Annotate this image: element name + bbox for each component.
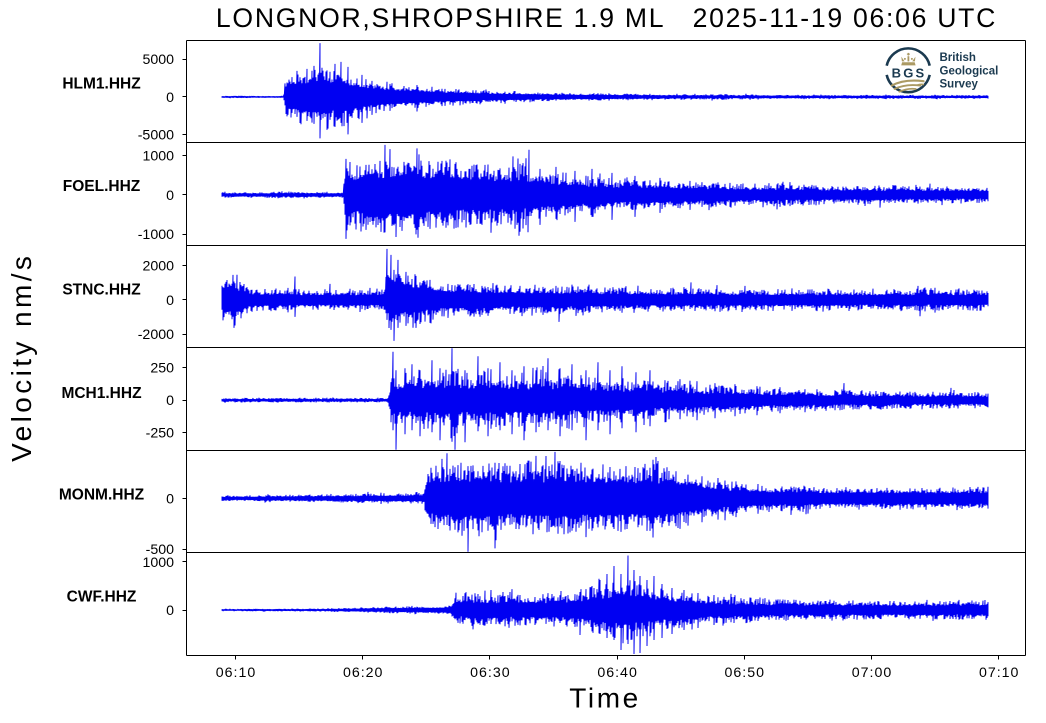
svg-text:LONGNOR,SHROPSHIRE 1.9 ML 20: LONGNOR,SHROPSHIRE 1.9 ML 2025-11-19 06:… xyxy=(216,3,997,33)
svg-text:MONM.HHZ: MONM.HHZ xyxy=(59,487,145,504)
svg-text:0: 0 xyxy=(166,293,174,309)
svg-text:HLM1.HHZ: HLM1.HHZ xyxy=(62,76,141,93)
svg-text:1000: 1000 xyxy=(142,555,174,571)
svg-text:FOEL.HHZ: FOEL.HHZ xyxy=(63,178,141,195)
svg-text:0: 0 xyxy=(166,603,174,619)
svg-text:1000: 1000 xyxy=(142,149,174,165)
svg-text:-500: -500 xyxy=(146,542,175,558)
svg-text:06:10: 06:10 xyxy=(216,665,257,681)
svg-text:MCH1.HHZ: MCH1.HHZ xyxy=(61,385,142,402)
svg-text:Geological: Geological xyxy=(940,65,999,77)
svg-text:0: 0 xyxy=(166,90,174,106)
svg-text:Velocity nm/s: Velocity nm/s xyxy=(6,253,37,462)
svg-text:06:40: 06:40 xyxy=(597,665,638,681)
svg-text:06:50: 06:50 xyxy=(725,665,766,681)
svg-text:Time: Time xyxy=(569,683,641,714)
svg-text:BGS: BGS xyxy=(892,65,927,80)
svg-text:06:30: 06:30 xyxy=(470,665,511,681)
svg-text:07:10: 07:10 xyxy=(979,665,1020,681)
svg-text:British: British xyxy=(940,52,976,64)
svg-text:-2000: -2000 xyxy=(138,327,174,343)
svg-text:0: 0 xyxy=(166,393,174,409)
svg-text:-250: -250 xyxy=(146,426,175,442)
svg-text:0: 0 xyxy=(166,188,174,204)
svg-text:STNC.HHZ: STNC.HHZ xyxy=(62,282,141,299)
svg-text:5000: 5000 xyxy=(142,52,174,68)
svg-text:06:20: 06:20 xyxy=(343,665,384,681)
svg-text:0: 0 xyxy=(166,491,174,507)
svg-text:2000: 2000 xyxy=(142,259,174,275)
svg-text:250: 250 xyxy=(150,361,174,377)
svg-text:-1000: -1000 xyxy=(138,227,174,243)
svg-text:CWF.HHZ: CWF.HHZ xyxy=(67,589,137,606)
svg-text:-5000: -5000 xyxy=(138,128,174,144)
svg-text:07:00: 07:00 xyxy=(852,665,893,681)
svg-text:Survey: Survey xyxy=(940,78,979,90)
